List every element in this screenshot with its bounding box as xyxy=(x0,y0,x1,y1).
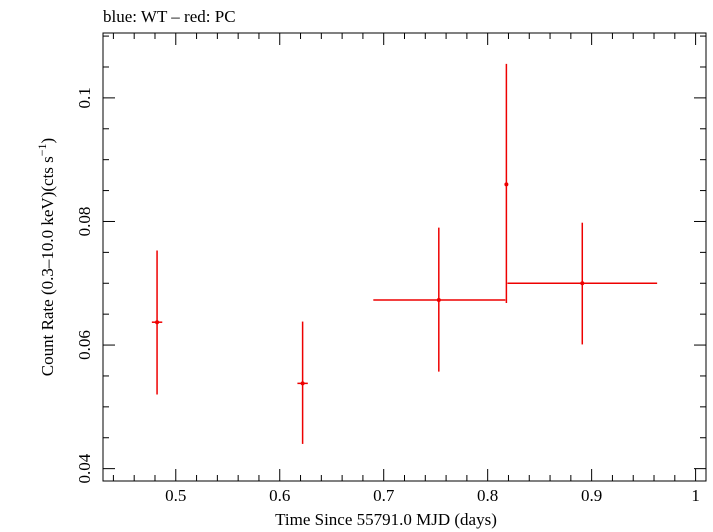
data-marker xyxy=(155,320,160,325)
plot-frame xyxy=(102,32,707,482)
data-points xyxy=(151,63,658,444)
data-marker xyxy=(580,281,585,286)
data-point xyxy=(504,63,509,304)
data-marker xyxy=(504,182,509,187)
data-point xyxy=(373,227,506,372)
data-point xyxy=(507,222,658,345)
data-point xyxy=(151,250,163,395)
x-tick-label: 0.7 xyxy=(373,486,395,505)
y-axis-label-main: Count Rate (0.3–10.0 keV)(cts s xyxy=(38,156,57,376)
data-marker xyxy=(436,297,441,302)
data-point xyxy=(297,321,308,444)
y-tick-label: 0.1 xyxy=(75,87,94,108)
y-tick-label: 0.08 xyxy=(75,207,94,237)
chart-title: blue: WT – red: PC xyxy=(103,7,236,26)
y-axis-label: Count Rate (0.3–10.0 keV)(cts s−1) xyxy=(35,138,57,376)
x-tick-labels: 0.5 0.6 0.7 0.8 0.9 1 xyxy=(165,486,700,505)
x-tick-label: 0.5 xyxy=(165,486,186,505)
y-axis-label-close: ) xyxy=(38,138,57,144)
x-tick-label: 0.6 xyxy=(269,486,290,505)
x-tick-label: 0.9 xyxy=(581,486,602,505)
y-tick-label: 0.06 xyxy=(75,330,94,360)
x-tick-label: 0.8 xyxy=(477,486,498,505)
y-tick-label: 0.04 xyxy=(75,453,94,483)
data-marker xyxy=(300,381,305,386)
y-axis-label-superscript: −1 xyxy=(35,143,49,156)
x-tick-label: 1 xyxy=(691,486,700,505)
x-axis-label: Time Since 55791.0 MJD (days) xyxy=(275,510,497,529)
axis-ticks xyxy=(103,33,706,481)
y-tick-labels: 0.04 0.06 0.08 0.1 xyxy=(75,87,94,483)
